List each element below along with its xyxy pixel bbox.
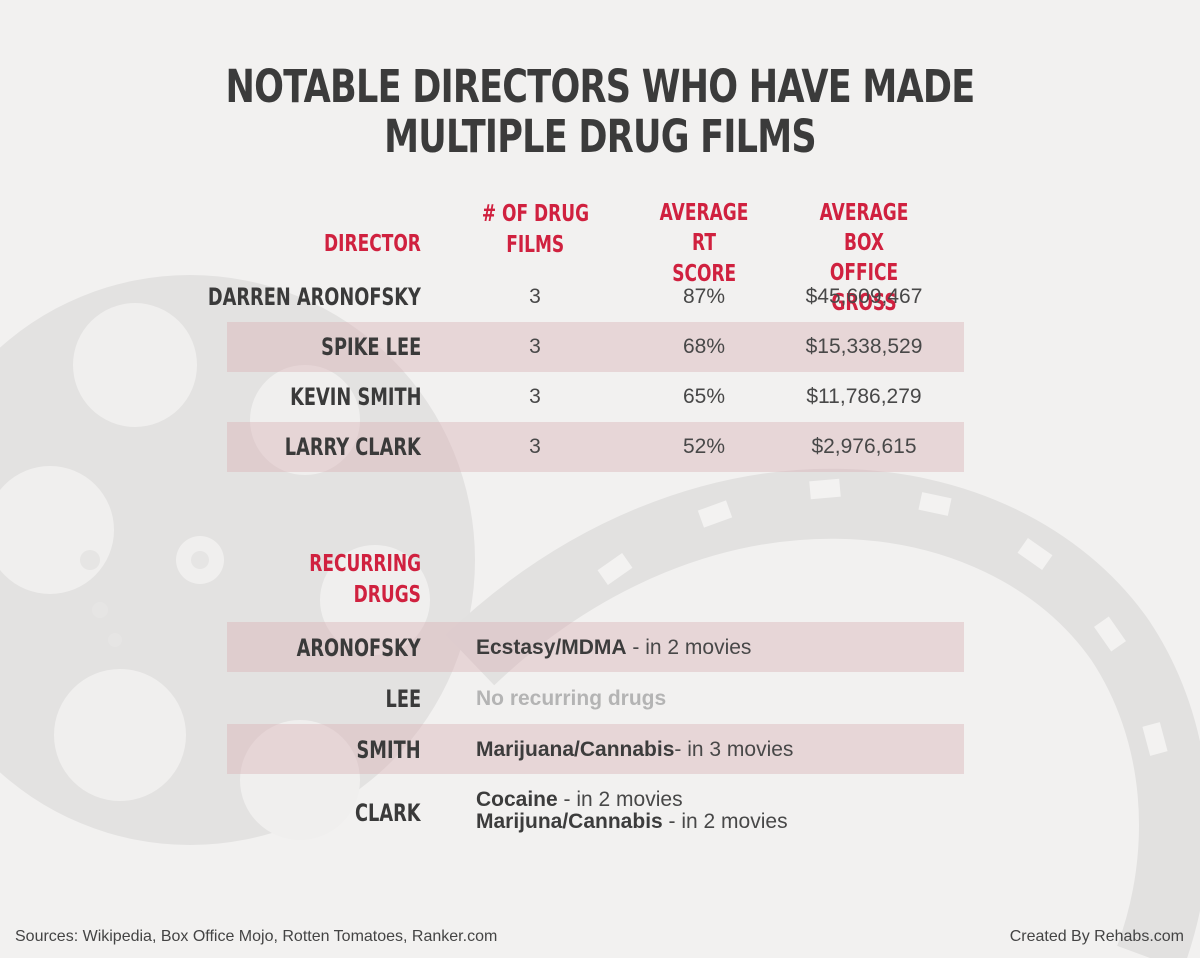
drug-films-value: 3 <box>529 385 541 408</box>
recurring-drug-text: No recurring drugs <box>476 687 667 710</box>
director-name: DARREN ARONOFSKY <box>207 283 421 311</box>
director-name: KEVIN SMITH <box>289 383 421 411</box>
recurring-director-name: ARONOFSKY <box>296 634 421 662</box>
rt-score-value: 68% <box>682 335 726 358</box>
sources-footer: Sources: Wikipedia, Box Office Mojo, Rot… <box>15 928 498 945</box>
box-office-value: $45,609,467 <box>805 285 923 308</box>
recurring-director-name: SMITH <box>356 736 421 764</box>
box-office-value: $2,976,615 <box>811 435 917 458</box>
rt-score-value: 65% <box>682 385 726 408</box>
header-director: DIRECTOR <box>324 231 421 257</box>
recurring-drug-text: Cocaine - in 2 movies Marijuna/Cannabis … <box>476 788 788 833</box>
drug-films-value: 3 <box>529 335 541 358</box>
credit-footer: Created By Rehabs.com <box>1009 928 1184 945</box>
recurring-row-band <box>227 622 964 672</box>
recurring-director-name: CLARK <box>355 799 421 827</box>
table-row-band <box>227 322 964 372</box>
table-row-band <box>227 422 964 472</box>
box-office-value: $11,786,279 <box>806 385 922 408</box>
drug-films-value: 3 <box>529 285 541 308</box>
recurring-row-band <box>227 724 964 774</box>
header-recurring-drugs: RECURRING DRUGS <box>309 551 421 608</box>
header-rt-score: AVERAGE RT SCORE <box>659 200 749 287</box>
box-office-value: $15,338,529 <box>805 335 923 358</box>
page-title: NOTABLE DIRECTORS WHO HAVE MADE MULTIPLE… <box>225 60 976 163</box>
header-box-office: AVERAGE BOX OFFICE GROSS <box>819 200 909 316</box>
rt-score-value: 52% <box>682 435 726 458</box>
recurring-director-name: LEE <box>385 685 421 713</box>
header-drug-films: # OF DRUG FILMS <box>481 201 589 258</box>
rt-score-value: 87% <box>682 285 726 308</box>
recurring-drug-text: Ecstasy/MDMA - in 2 movies <box>476 636 752 659</box>
director-name: SPIKE LEE <box>320 333 421 361</box>
recurring-drug-text: Marijuana/Cannabis- in 3 movies <box>476 738 794 761</box>
drug-films-value: 3 <box>529 435 541 458</box>
director-name: LARRY CLARK <box>284 433 421 461</box>
